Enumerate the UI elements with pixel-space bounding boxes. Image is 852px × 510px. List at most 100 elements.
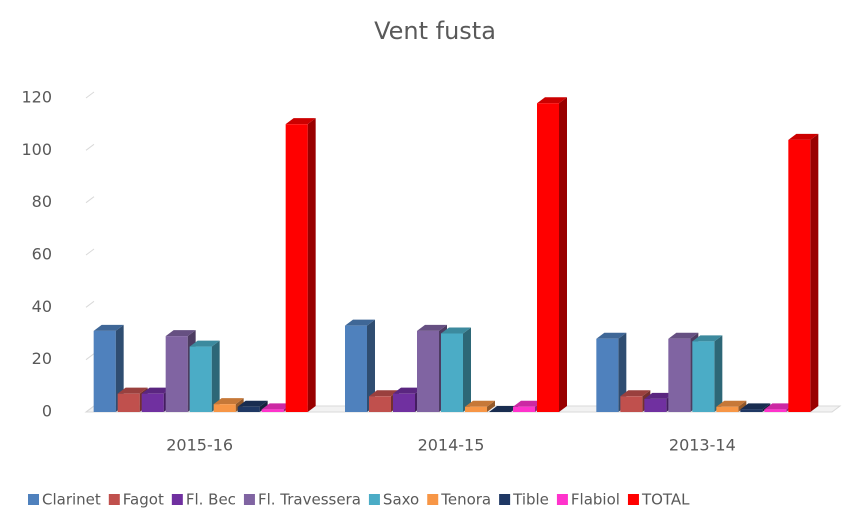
bar-top: [345, 319, 375, 326]
bar-top: [489, 406, 519, 412]
legend-label: Flabiol: [571, 491, 620, 509]
bar-top: [417, 324, 447, 331]
bar-side: [115, 324, 124, 412]
bar-top: [369, 390, 399, 397]
bar-top: [764, 403, 795, 410]
bar-side: [307, 118, 316, 413]
bar: [93, 330, 116, 412]
bar: [740, 409, 763, 412]
bar-top: [141, 387, 172, 394]
legend-swatch: [108, 494, 120, 505]
bar-side: [367, 319, 375, 412]
bar-top: [189, 340, 220, 347]
legend-swatch: [28, 494, 39, 505]
bar-side: [463, 327, 471, 412]
bar: [261, 409, 284, 412]
bar-top: [788, 133, 819, 140]
bar: [345, 325, 367, 412]
tick-mark: [85, 300, 95, 308]
y-tick-label: 100: [21, 140, 52, 159]
bar-top: [620, 390, 651, 397]
legend-swatch: [171, 494, 183, 505]
bar-side: [259, 400, 268, 412]
tick-mark: [85, 91, 95, 99]
bar: [189, 346, 212, 412]
legend-swatch: [427, 494, 439, 505]
legend-label: Tenora: [440, 491, 491, 509]
bar-top: [213, 398, 244, 405]
chart-title: Vent fusta: [374, 17, 496, 45]
tick-mark: [85, 248, 95, 256]
y-tick-label: 20: [32, 349, 52, 368]
tick-mark: [85, 196, 95, 204]
bar: [596, 338, 619, 412]
bar: [668, 338, 691, 412]
bar-top: [537, 97, 567, 104]
bar: [788, 139, 811, 412]
legend-label: TOTAL: [641, 491, 690, 509]
y-tick-label: 0: [42, 402, 52, 421]
bar: [465, 406, 487, 412]
legend-label: Saxo: [383, 491, 419, 509]
bar: [716, 406, 739, 412]
y-tick-label: 80: [32, 192, 52, 211]
bar: [165, 336, 188, 412]
bar-side: [559, 97, 567, 412]
bar: [644, 398, 667, 412]
bar-top: [93, 324, 124, 331]
legend-label: Fagot: [123, 491, 164, 509]
bar-top: [165, 330, 196, 337]
bar-side: [714, 335, 723, 412]
legend-label: Fl. Travessera: [258, 491, 361, 509]
bar-top: [668, 332, 699, 339]
legend-swatch: [368, 494, 380, 505]
bar: [117, 393, 140, 412]
legend-swatch: [556, 494, 568, 505]
y-tick-label: 60: [32, 245, 52, 264]
tick-mark: [85, 353, 95, 361]
legend-label: Clarinet: [42, 491, 101, 509]
y-tick-label: 120: [21, 88, 52, 107]
legend-swatch: [499, 494, 511, 505]
bar: [237, 406, 260, 412]
bar: [692, 341, 715, 412]
bar-top: [237, 400, 268, 407]
bar: [764, 409, 787, 412]
bar-top: [285, 118, 316, 125]
bar: [141, 393, 164, 412]
bar-side: [618, 332, 627, 412]
x-tick-label: 2015-16: [166, 436, 233, 455]
bar: [213, 404, 236, 412]
bar-top: [441, 327, 471, 334]
bar-top: [596, 332, 627, 339]
legend-swatch: [243, 494, 255, 505]
bar-top: [740, 403, 771, 410]
bar-top: [513, 400, 543, 407]
bar-top: [393, 387, 423, 394]
tick-mark: [85, 405, 95, 413]
bar-top: [465, 400, 495, 407]
legend-swatch: [627, 494, 639, 505]
bar-side: [487, 400, 495, 412]
bar-side: [810, 133, 819, 412]
bar-top: [117, 387, 148, 394]
bar: [441, 333, 463, 412]
bar-side: [211, 340, 220, 412]
y-tick-label: 40: [32, 297, 52, 316]
tick-mark: [85, 143, 95, 151]
x-tick-label: 2014-15: [418, 436, 485, 455]
bar-top: [716, 400, 747, 407]
bar-top: [692, 335, 723, 342]
x-tick-label: 2013-14: [669, 436, 736, 455]
bar: [513, 406, 535, 412]
bar-top: [261, 403, 292, 410]
bar: [369, 396, 391, 412]
bar: [285, 124, 308, 413]
bar-side: [738, 400, 747, 412]
bar: [417, 330, 439, 412]
legend-label: Fl. Bec: [186, 491, 236, 509]
bar-top: [644, 392, 675, 399]
bar: [393, 393, 415, 412]
bar: [537, 103, 559, 412]
